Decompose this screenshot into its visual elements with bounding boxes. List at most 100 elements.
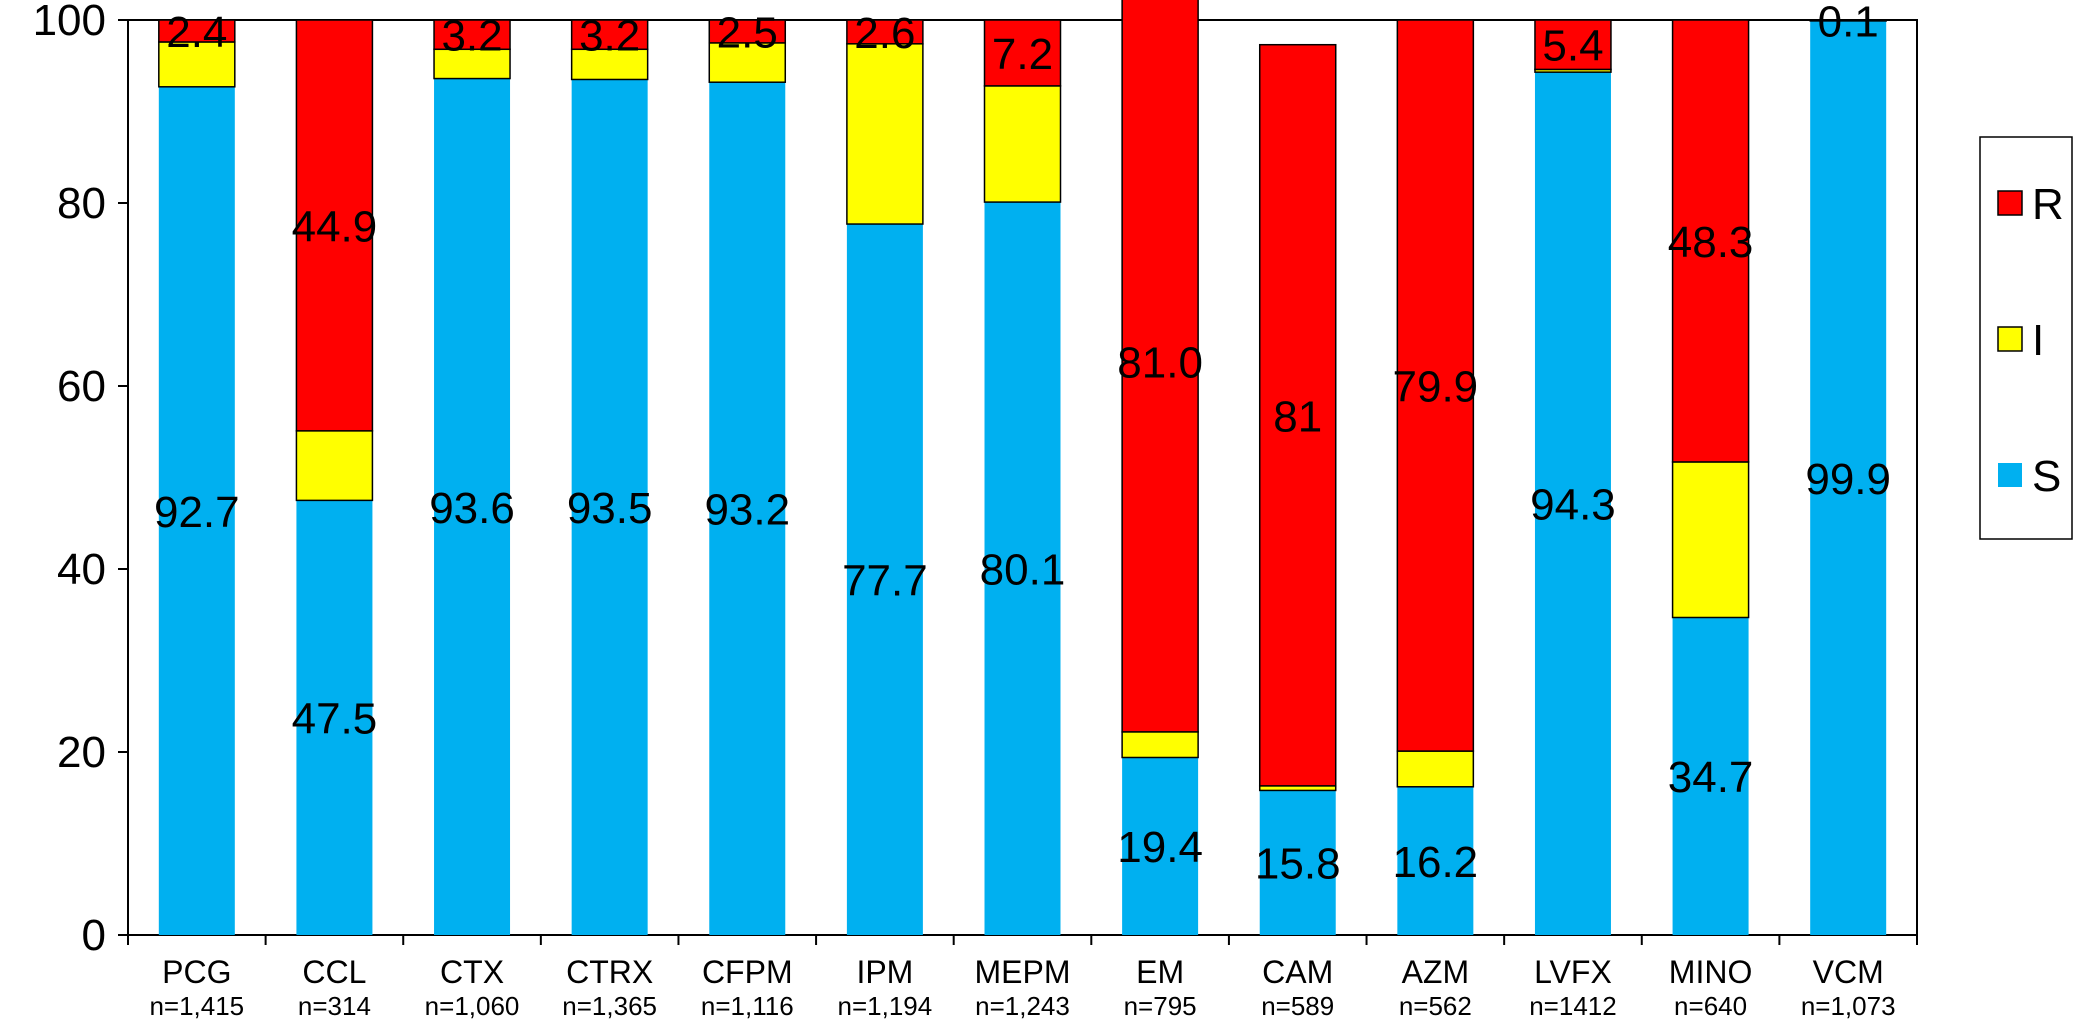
bar-segment-i-mino xyxy=(1671,461,1750,619)
bar-segment-i-pcg xyxy=(158,41,236,88)
x-category-label: PCG xyxy=(162,954,231,990)
bar-segment-r-pcg xyxy=(158,19,236,43)
x-category-label: IPM xyxy=(856,954,913,990)
bar-segment-r-lvfx xyxy=(1534,19,1612,71)
data-label-s-ccl: 47.5 xyxy=(292,695,378,744)
y-tick-label: 40 xyxy=(57,545,106,594)
x-sample-size-label: n=1,415 xyxy=(149,991,244,1021)
data-label-r-cam: 81 xyxy=(1273,392,1322,441)
bar-segment-s-lvfx xyxy=(1534,72,1611,935)
data-label-r-azm: 79.9 xyxy=(1393,363,1479,412)
x-category-label: CCL xyxy=(302,954,366,990)
x-sample-size-label: n=1,194 xyxy=(838,991,933,1021)
bar-segment-i-azm xyxy=(1396,750,1475,788)
bar-segment-r-mino xyxy=(1671,19,1750,463)
bar-segment-s-ctrx xyxy=(571,79,648,936)
bar-segment-s-azm xyxy=(1397,786,1474,935)
bar-segment-r-ipm xyxy=(846,19,924,45)
bar-segment-r-cfpm xyxy=(708,19,787,44)
x-category-label: EM xyxy=(1136,954,1184,990)
y-tick-label: 80 xyxy=(57,179,106,228)
data-label-r-em: 81.0 xyxy=(1117,338,1203,387)
x-category-label: CFPM xyxy=(702,954,793,990)
data-label-r-ccl: 44.9 xyxy=(292,202,378,251)
legend-box xyxy=(1979,136,2073,540)
bar-segment-s-vcm xyxy=(1810,20,1887,936)
data-label-r-lvfx: 5.4 xyxy=(1542,22,1603,71)
x-category-label: CTRX xyxy=(566,954,653,990)
bar-segment-r-cam xyxy=(1258,43,1337,787)
legend-swatch-s xyxy=(1998,463,2022,487)
x-sample-size-label: n=1,060 xyxy=(425,991,520,1021)
x-category-label: MEPM xyxy=(975,954,1071,990)
x-sample-size-label: n=1,365 xyxy=(562,991,657,1021)
x-category-label: CAM xyxy=(1262,954,1333,990)
bar-segment-s-mepm xyxy=(984,202,1061,935)
bar-segment-i-ccl xyxy=(295,430,374,502)
legend-label-r: R xyxy=(2032,180,2064,229)
bar-segment-i-em xyxy=(1121,731,1199,759)
data-label-s-lvfx: 94.3 xyxy=(1530,481,1616,530)
y-tick-label: 60 xyxy=(57,362,106,411)
bar-segment-i-ipm xyxy=(846,43,924,225)
bar-segment-s-em xyxy=(1122,757,1199,935)
x-sample-size-label: n=1412 xyxy=(1529,991,1616,1021)
bar-segment-s-ccl xyxy=(296,500,373,935)
x-sample-size-label: n=795 xyxy=(1124,991,1197,1021)
y-tick-label: 100 xyxy=(33,0,106,45)
data-label-s-cam: 15.8 xyxy=(1255,840,1341,889)
bar-segment-s-ctx xyxy=(434,78,511,935)
data-label-r-cfpm: 2.5 xyxy=(717,8,778,57)
bar-segment-r-ccl xyxy=(295,19,374,432)
bar-segment-s-cfpm xyxy=(709,82,786,936)
data-label-r-pcg: 2.4 xyxy=(166,8,227,57)
data-label-s-ctrx: 93.5 xyxy=(567,484,653,533)
data-label-s-ctx: 93.6 xyxy=(429,484,515,533)
data-label-r-vcm: 0.1 xyxy=(1818,0,1879,46)
bar-segment-r-ctrx xyxy=(570,19,649,51)
legend-swatch-i xyxy=(1997,326,2023,352)
bar-segment-i-mepm xyxy=(983,85,1062,203)
bar-segment-s-pcg xyxy=(158,86,235,936)
bar-segment-s-cam xyxy=(1259,790,1336,935)
x-sample-size-label: n=1,073 xyxy=(1801,991,1896,1021)
data-label-r-mepm: 7.2 xyxy=(992,30,1053,79)
data-label-s-pcg: 92.7 xyxy=(154,488,240,537)
x-sample-size-label: n=1,116 xyxy=(701,991,794,1021)
data-label-s-em: 19.4 xyxy=(1117,823,1203,872)
x-sample-size-label: n=1,243 xyxy=(975,991,1070,1021)
data-label-s-vcm: 99.9 xyxy=(1805,455,1891,504)
bar-segment-r-mepm xyxy=(983,19,1062,87)
y-tick-label: 20 xyxy=(57,728,106,777)
data-label-r-ipm: 2.6 xyxy=(854,9,915,58)
x-sample-size-label: n=314 xyxy=(298,991,371,1021)
data-label-r-ctrx: 3.2 xyxy=(579,12,640,61)
data-label-r-ctx: 3.2 xyxy=(441,12,502,61)
x-category-label: MINO xyxy=(1669,954,1753,990)
bar-segment-r-em xyxy=(1121,0,1199,733)
x-sample-size-label: n=589 xyxy=(1261,991,1334,1021)
bar-segment-r-ctx xyxy=(433,19,511,51)
data-label-s-mepm: 80.1 xyxy=(980,546,1066,595)
x-category-label: CTX xyxy=(440,954,504,990)
legend: R I S xyxy=(1979,136,2073,540)
x-category-label: VCM xyxy=(1813,954,1884,990)
bars-group xyxy=(158,0,1887,936)
x-category-label: LVFX xyxy=(1534,954,1612,990)
data-label-s-cfpm: 93.2 xyxy=(704,486,790,535)
x-sample-size-label: n=562 xyxy=(1399,991,1472,1021)
legend-label-s: S xyxy=(2032,452,2061,501)
bar-segment-i-ctrx xyxy=(570,48,649,81)
bar-segment-r-vcm xyxy=(1809,19,1887,22)
y-tick-label: 0 xyxy=(82,911,106,960)
legend-label-i: I xyxy=(2032,316,2044,365)
bar-segment-r-azm xyxy=(1396,19,1475,752)
data-label-s-mino: 34.7 xyxy=(1668,753,1754,802)
data-label-r-mino: 48.3 xyxy=(1668,218,1754,267)
data-label-s-ipm: 77.7 xyxy=(842,557,928,606)
bar-segment-s-mino xyxy=(1672,617,1749,935)
bar-segment-s-ipm xyxy=(846,224,923,936)
data-label-s-azm: 16.2 xyxy=(1393,838,1479,887)
